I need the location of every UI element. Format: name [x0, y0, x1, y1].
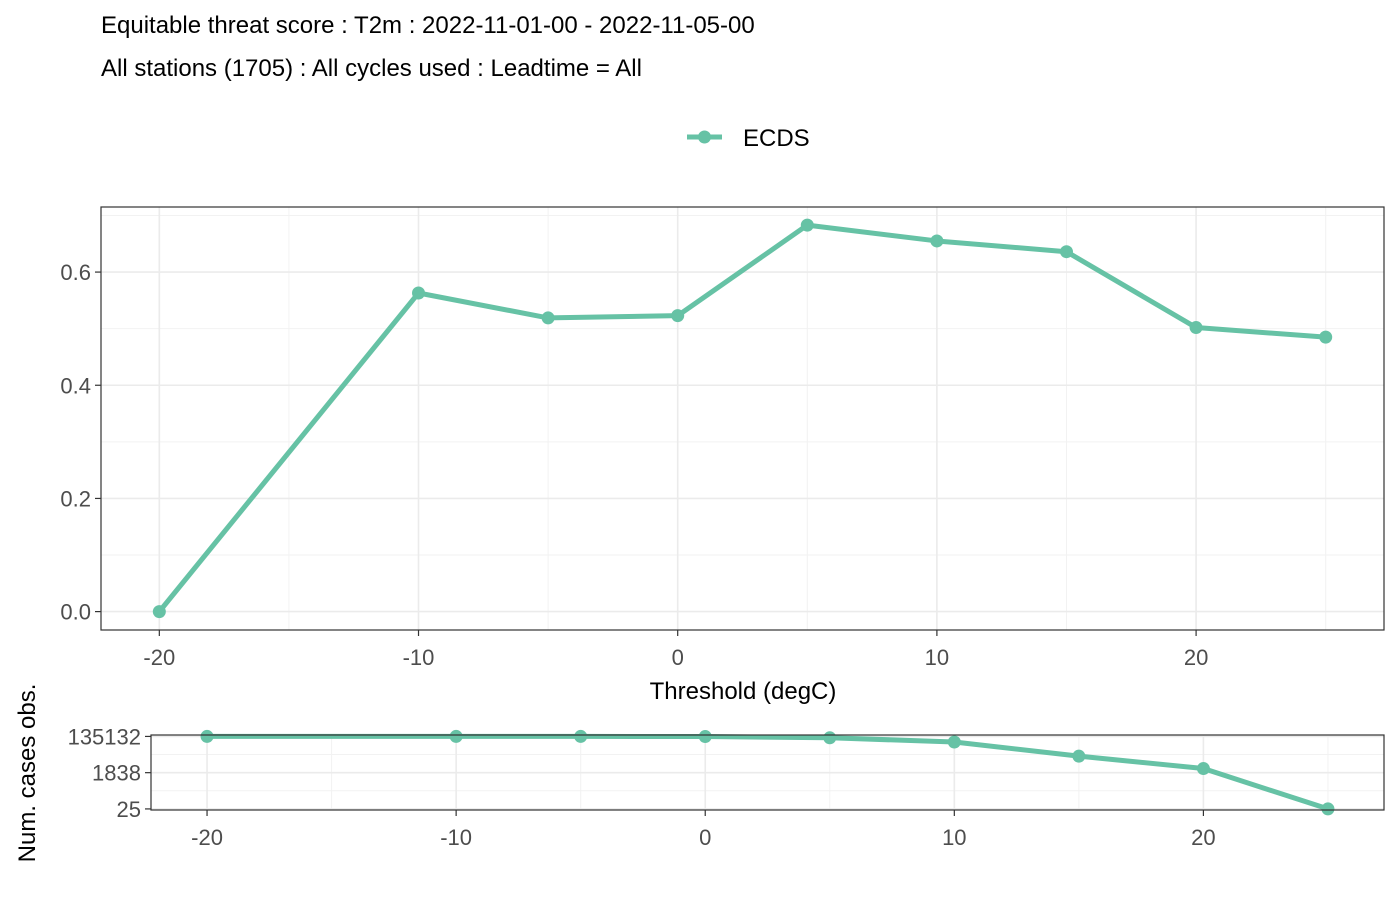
cases-x-tick-label: -20 — [191, 825, 223, 850]
cases-data-point — [947, 735, 961, 749]
main-data-point — [800, 218, 814, 232]
main-data-point — [1059, 245, 1073, 259]
main-x-tick-label: -20 — [143, 645, 175, 670]
main-x-tick-label: 10 — [925, 645, 949, 670]
main-y-tick-label: 0.2 — [60, 486, 91, 511]
main-x-tick-label: -10 — [403, 645, 435, 670]
legend: ECDS — [687, 125, 810, 152]
cases-data-point — [574, 729, 588, 743]
cases-x-tick-label: 10 — [942, 825, 966, 850]
main-x-tick-label: 20 — [1184, 645, 1208, 670]
chart-title: Equitable threat score : T2m : 2022-11-0… — [101, 12, 755, 39]
main-data-point — [152, 605, 166, 619]
cases-data-point — [698, 730, 712, 744]
main-y-tick-label: 0.0 — [60, 600, 91, 625]
cases-data-point — [200, 729, 214, 743]
cases-y-axis-title: Num. cases obs. — [14, 684, 41, 863]
cases-data-point — [823, 731, 837, 745]
cases-x-tick-label: 20 — [1191, 825, 1215, 850]
chart-subtitle: All stations (1705) : All cycles used : … — [101, 55, 642, 82]
cases-y-tick-label: 1838 — [92, 761, 141, 786]
main-y-tick-label: 0.4 — [60, 373, 91, 398]
main-data-point — [412, 286, 426, 300]
cases-data-point — [1196, 762, 1210, 776]
cases-x-tick-label: -10 — [440, 825, 472, 850]
main-data-point — [541, 311, 555, 325]
cases-x-tick-label: 0 — [699, 825, 711, 850]
cases-y-tick-label: 135132 — [68, 724, 141, 749]
cases-y-tick-label: 25 — [117, 797, 141, 822]
cases-data-point — [1072, 749, 1086, 763]
cases-data-point — [1321, 802, 1335, 816]
main-data-point — [1189, 321, 1203, 335]
cases-plot-panel: -20 -10 0 10 20 25 1838 135132 — [68, 724, 1385, 850]
legend-key-marker — [698, 130, 711, 144]
main-data-point — [671, 309, 685, 323]
main-panel-border — [100, 206, 1385, 631]
main-y-tick-label: 0.6 — [60, 260, 91, 285]
main-x-tick-label: 0 — [672, 645, 684, 670]
main-data-point — [1319, 330, 1333, 344]
main-x-axis-title: Threshold (degC) — [650, 678, 837, 705]
main-series-line — [157, 222, 1326, 614]
main-data-point — [930, 234, 944, 248]
cases-data-point — [449, 729, 463, 743]
legend-label: ECDS — [743, 125, 810, 152]
main-plot-panel: -20 -10 0 10 20 0.0 0.2 0.4 0.6 — [60, 206, 1385, 670]
